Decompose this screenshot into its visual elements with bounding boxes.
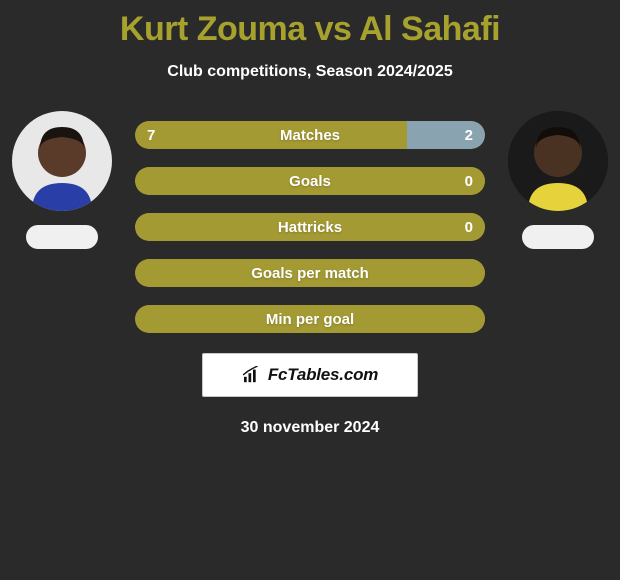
stat-bar: Goals per match [135, 259, 485, 287]
stat-bar: Min per goal [135, 305, 485, 333]
subtitle: Club competitions, Season 2024/2025 [0, 63, 620, 81]
stat-bar: Hattricks0 [135, 213, 485, 241]
stat-bar: Matches7 2 [135, 121, 485, 149]
bar-label: Min per goal [135, 305, 485, 333]
player-right-avatar [508, 111, 608, 211]
bar-value-left: 7 [147, 121, 155, 149]
player-right-flag [522, 225, 594, 249]
player-left-column [7, 111, 117, 249]
bar-label: Goals per match [135, 259, 485, 287]
player-left-flag [26, 225, 98, 249]
content-row: Matches72Goals0Hattricks0Goals per match… [0, 111, 620, 333]
bar-value-right: 2 [465, 121, 473, 149]
player-right-column [503, 111, 613, 249]
comparison-bars: Matches72Goals0Hattricks0Goals per match… [135, 111, 485, 333]
date-label: 30 november 2024 [0, 419, 620, 437]
bar-value-right: 0 [465, 213, 473, 241]
brand-label: FcTables.com [268, 365, 378, 385]
player-left-avatar [12, 111, 112, 211]
bar-label: Goals [135, 167, 485, 195]
avatar-placeholder-icon [12, 111, 112, 211]
brand-box: FcTables.com [202, 353, 418, 397]
title: Kurt Zouma vs Al Sahafi [0, 10, 620, 49]
comparison-infographic: Kurt Zouma vs Al Sahafi Club competition… [0, 0, 620, 437]
bar-label: Matches [135, 121, 485, 149]
bar-value-right: 0 [465, 167, 473, 195]
stat-bar: Goals0 [135, 167, 485, 195]
bar-label: Hattricks [135, 213, 485, 241]
chart-icon [242, 366, 264, 384]
avatar-placeholder-icon [508, 111, 608, 211]
